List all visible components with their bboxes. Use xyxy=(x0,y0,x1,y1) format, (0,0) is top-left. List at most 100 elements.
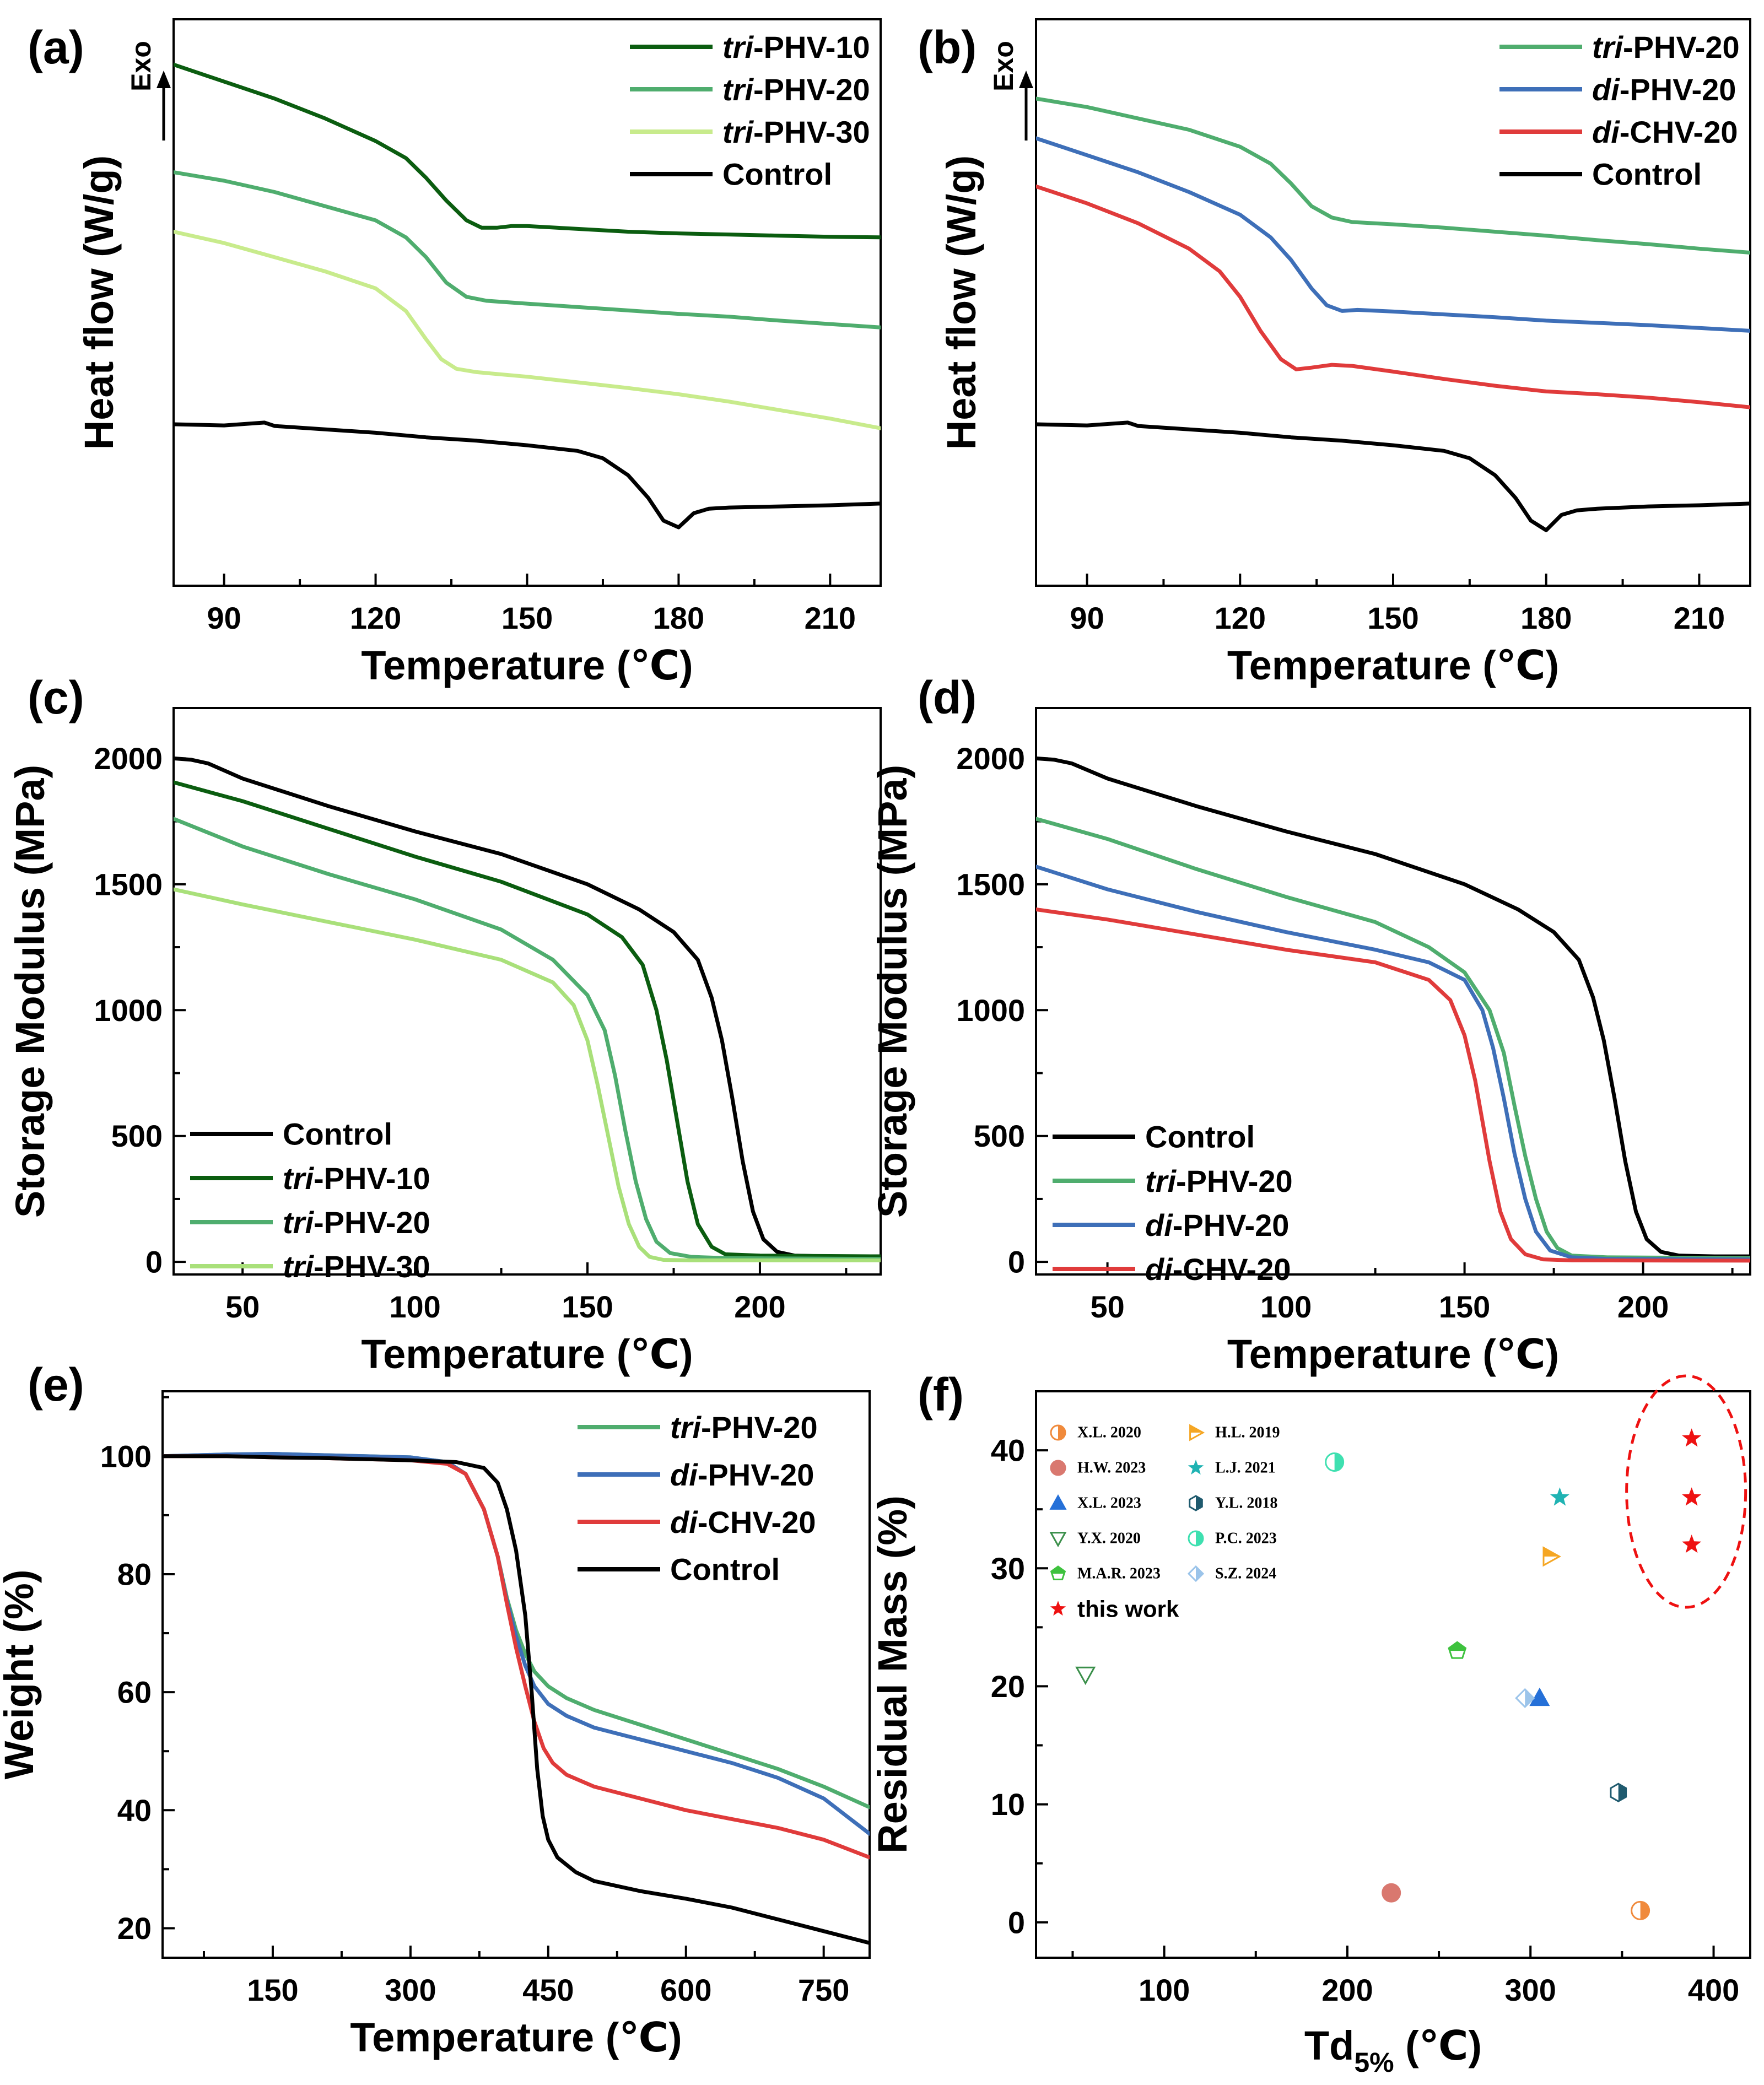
plot-frame xyxy=(1035,707,1751,1276)
legend-label: X.L. 2023 xyxy=(1077,1495,1141,1512)
data-point-S.Z. 2024 xyxy=(1515,1688,1535,1708)
y-tick-label: 10 xyxy=(991,1787,1025,1822)
legend-marker xyxy=(1188,1460,1204,1475)
y-tick-label: 0 xyxy=(1008,1245,1025,1279)
marker-shape xyxy=(1075,1666,1096,1686)
series-line-tri-PHV-20 xyxy=(1036,817,1750,1260)
legend-label: P.C. 2023 xyxy=(1215,1530,1277,1547)
x-tick-label: 150 xyxy=(562,1289,613,1324)
legend-prefix: di xyxy=(670,1457,698,1492)
legend-label: tri-PHV-10 xyxy=(722,30,870,64)
plot-frame xyxy=(161,1390,871,1959)
y-tick-label: 40 xyxy=(991,1433,1025,1468)
legend-label: H.W. 2023 xyxy=(1077,1460,1146,1477)
legend-label: di-PHV-20 xyxy=(670,1457,814,1492)
legend-marker xyxy=(1189,1495,1203,1511)
legend-prefix: tri xyxy=(722,30,754,64)
legend-suffix: -PHV-20 xyxy=(1173,1208,1290,1243)
exo-arrow-icon xyxy=(157,71,171,88)
series-line-Control xyxy=(174,420,881,530)
series-line-tri-PHV-20 xyxy=(174,817,881,1261)
legend-marker xyxy=(1050,1460,1066,1476)
data-point-P.C. 2023 xyxy=(1325,1452,1345,1472)
series-line-tri-PHV-10 xyxy=(174,62,881,240)
panel-label: (f) xyxy=(918,1369,964,1420)
legend-suffix: -PHV-20 xyxy=(701,1410,818,1445)
legend-suffix: -PHV-20 xyxy=(1623,30,1740,64)
x-label-main: Td xyxy=(1304,2023,1354,2068)
highlight-ellipse xyxy=(1625,1374,1747,1609)
series-line-di-CHV-20 xyxy=(1036,908,1750,1263)
legend-suffix: -CHV-20 xyxy=(698,1505,816,1540)
x-tick-label: 100 xyxy=(1260,1289,1312,1324)
x-tick-label: 150 xyxy=(247,1973,298,2007)
legend-label: di-PHV-20 xyxy=(1145,1208,1289,1243)
legend-label: di-CHV-20 xyxy=(1145,1252,1291,1287)
legend-suffix: -PHV-30 xyxy=(753,115,870,149)
panel-d: (d)50 100 150 2000500100015002000Temperatur… xyxy=(870,672,1751,1377)
data-point-this work xyxy=(1682,1487,1702,1506)
marker-half-fill xyxy=(1196,1531,1203,1546)
x-tick-label: 200 xyxy=(1321,1973,1373,2007)
panel-a: (a) 90 120 150 180 210 Temperature (℃) Heat flo… xyxy=(28,18,882,688)
y-tick-label: 1500 xyxy=(956,867,1025,901)
panel-c: (c)50 100 150 2000500100015002000Temperatur… xyxy=(7,672,882,1377)
y-tick-label: 30 xyxy=(991,1551,1025,1586)
legend-label: Control xyxy=(283,1117,392,1152)
x-axis-label: Temperature (℃) xyxy=(361,642,693,688)
panel-f: (f) 100 200 300 400 0 10 20 30 40 Td5% (℃) Residual… xyxy=(870,1369,1751,2078)
marker-half-fill xyxy=(1543,1547,1560,1557)
marker-half-fill xyxy=(1334,1453,1344,1471)
y-tick-label: 60 xyxy=(117,1675,152,1710)
marker-half-fill xyxy=(1051,1567,1065,1574)
x-tick-label: 180 xyxy=(1520,601,1572,635)
series-line-tri-PHV-20 xyxy=(1036,96,1750,255)
legend-marker xyxy=(1187,1565,1205,1582)
legend-prefix: di xyxy=(670,1505,698,1540)
marker-shape xyxy=(1049,1532,1067,1548)
marker-shape xyxy=(1382,1883,1401,1903)
legend-marker xyxy=(1049,1494,1067,1510)
legend-prefix: tri xyxy=(1592,30,1623,64)
marker-shape xyxy=(1682,1535,1702,1553)
legend-suffix: -CHV-20 xyxy=(1620,115,1738,149)
panel-label: (a) xyxy=(28,21,84,73)
legend-label: H.L. 2019 xyxy=(1215,1424,1280,1441)
panel-label: (c) xyxy=(28,672,84,723)
marker-half-fill xyxy=(1196,1496,1202,1510)
x-tick-label: 150 xyxy=(1367,601,1418,635)
x-tick-label: 300 xyxy=(385,1973,436,2007)
legend-prefix: tri xyxy=(670,1410,702,1445)
legend-marker xyxy=(1050,1424,1066,1441)
legend-label: Y.X. 2020 xyxy=(1077,1530,1141,1547)
legend-label: tri-PHV-30 xyxy=(283,1249,430,1284)
legend-marker xyxy=(1189,1424,1205,1441)
legend-label: X.L. 2020 xyxy=(1077,1424,1141,1441)
data-point-H.L. 2019 xyxy=(1542,1546,1561,1567)
marker-half-fill xyxy=(1449,1642,1466,1651)
y-tick-label: 80 xyxy=(117,1557,152,1591)
marker-shape xyxy=(1050,1460,1066,1476)
exo-label: Exo xyxy=(126,41,157,91)
y-tick-label: 20 xyxy=(991,1669,1025,1704)
legend-prefix: tri xyxy=(722,72,754,107)
marker-shape xyxy=(1188,1460,1204,1475)
x-label-sub: 5% xyxy=(1354,2047,1394,2078)
series-line-di-PHV-20 xyxy=(1036,865,1750,1262)
series-line-tri-PHV-10 xyxy=(174,780,881,1258)
marker-half-fill xyxy=(1190,1425,1203,1433)
x-tick-label: 120 xyxy=(350,601,401,635)
series-line-di-PHV-20 xyxy=(1036,136,1750,333)
y-tick-label: 1000 xyxy=(94,993,163,1028)
plot-frame xyxy=(1035,1390,1751,1959)
x-tick-label: 750 xyxy=(798,1973,849,2007)
y-tick-label: 100 xyxy=(100,1439,152,1473)
legend-label: Control xyxy=(670,1552,780,1587)
legend-label: tri-PHV-20 xyxy=(722,72,870,107)
series-line-tri-PHV-30 xyxy=(174,887,881,1262)
x-tick-label: 600 xyxy=(660,1973,711,2007)
legend-prefix: tri xyxy=(283,1205,314,1240)
legend-label: S.Z. 2024 xyxy=(1215,1565,1276,1582)
y-tick-label: 0 xyxy=(1008,1905,1025,1940)
x-tick-label: 100 xyxy=(1139,1973,1190,2007)
